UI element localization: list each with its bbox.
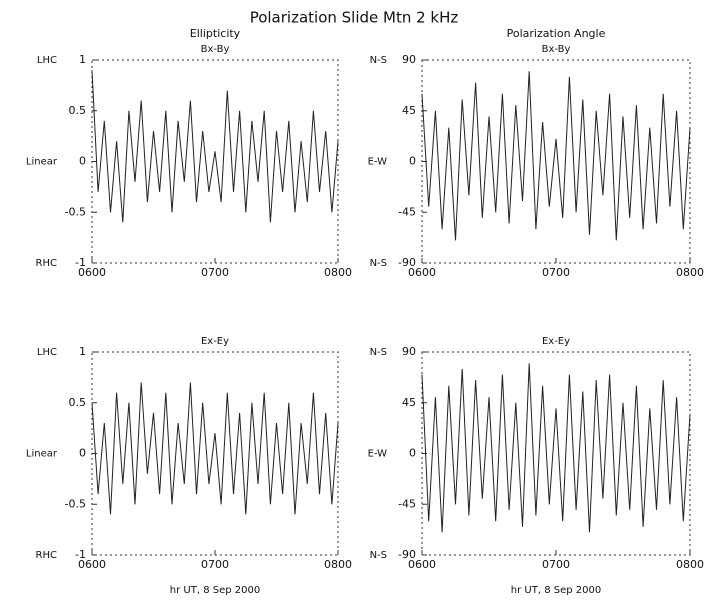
y-side-label: LHC [37, 347, 57, 358]
data-line [421, 363, 691, 533]
column-title: Ellipticity [190, 27, 241, 40]
subplot-title: Bx-By [542, 44, 571, 55]
x-tick-label: 0700 [542, 266, 570, 279]
x-axis-label: hr UT, 8 Sep 2000 [170, 585, 260, 596]
y-tick-label: 45 [402, 396, 416, 409]
data-line [91, 70, 339, 223]
figure-title: Polarization Slide Mtn 2 kHz [250, 9, 459, 27]
x-axis-label: hr UT, 8 Sep 2000 [511, 585, 601, 596]
y-tick-label: 1 [79, 53, 86, 66]
y-tick-label: -1 [75, 548, 86, 561]
y-tick-label: -1 [75, 256, 86, 269]
y-tick-label: -45 [398, 205, 416, 218]
y-side-label: N-S [370, 347, 387, 358]
plot-frame [91, 59, 339, 264]
y-side-label: RHC [36, 258, 57, 269]
data-line [91, 382, 339, 515]
column-title: Polarization Angle [507, 27, 606, 40]
x-tick-label: 0600 [78, 558, 106, 571]
subplot-title: Bx-By [201, 44, 230, 55]
x-tick-label: 0800 [676, 266, 704, 279]
y-tick-label: 0.5 [69, 396, 87, 409]
y-side-label: Linear [26, 449, 58, 460]
y-tick-label: -0.5 [65, 205, 86, 218]
y-tick-label: 0 [409, 155, 416, 168]
x-tick-label: 0800 [676, 558, 704, 571]
y-tick-label: 45 [402, 104, 416, 117]
y-side-label: N-S [370, 55, 387, 66]
y-side-label: N-S [370, 550, 387, 561]
y-side-label: E-W [368, 157, 388, 168]
plot-frame [91, 351, 339, 556]
y-tick-label: 0 [79, 447, 86, 460]
x-tick-label: 0800 [324, 266, 352, 279]
y-side-label: E-W [368, 449, 388, 460]
y-side-label: N-S [370, 258, 387, 269]
data-line [421, 71, 691, 241]
plot-frame [421, 351, 691, 556]
y-side-label: LHC [37, 55, 57, 66]
y-tick-label: 90 [402, 345, 416, 358]
y-side-label: RHC [36, 550, 57, 561]
y-side-label: Linear [26, 157, 58, 168]
y-tick-label: -0.5 [65, 497, 86, 510]
y-tick-label: -45 [398, 497, 416, 510]
x-tick-label: 0800 [324, 558, 352, 571]
subplot-title: Ex-Ey [201, 336, 229, 347]
x-tick-label: 0700 [542, 558, 570, 571]
y-tick-label: 0 [409, 447, 416, 460]
y-tick-label: 1 [79, 345, 86, 358]
y-tick-label: 0 [79, 155, 86, 168]
subplot-title: Ex-Ey [542, 336, 570, 347]
x-tick-label: 0600 [78, 266, 106, 279]
plot-frame [421, 59, 691, 264]
y-tick-label: -90 [398, 548, 416, 561]
y-tick-label: 90 [402, 53, 416, 66]
y-tick-label: 0.5 [69, 104, 87, 117]
x-tick-label: 0600 [408, 266, 436, 279]
x-tick-label: 0700 [201, 558, 229, 571]
x-tick-label: 0600 [408, 558, 436, 571]
x-tick-label: 0700 [201, 266, 229, 279]
y-tick-label: -90 [398, 256, 416, 269]
